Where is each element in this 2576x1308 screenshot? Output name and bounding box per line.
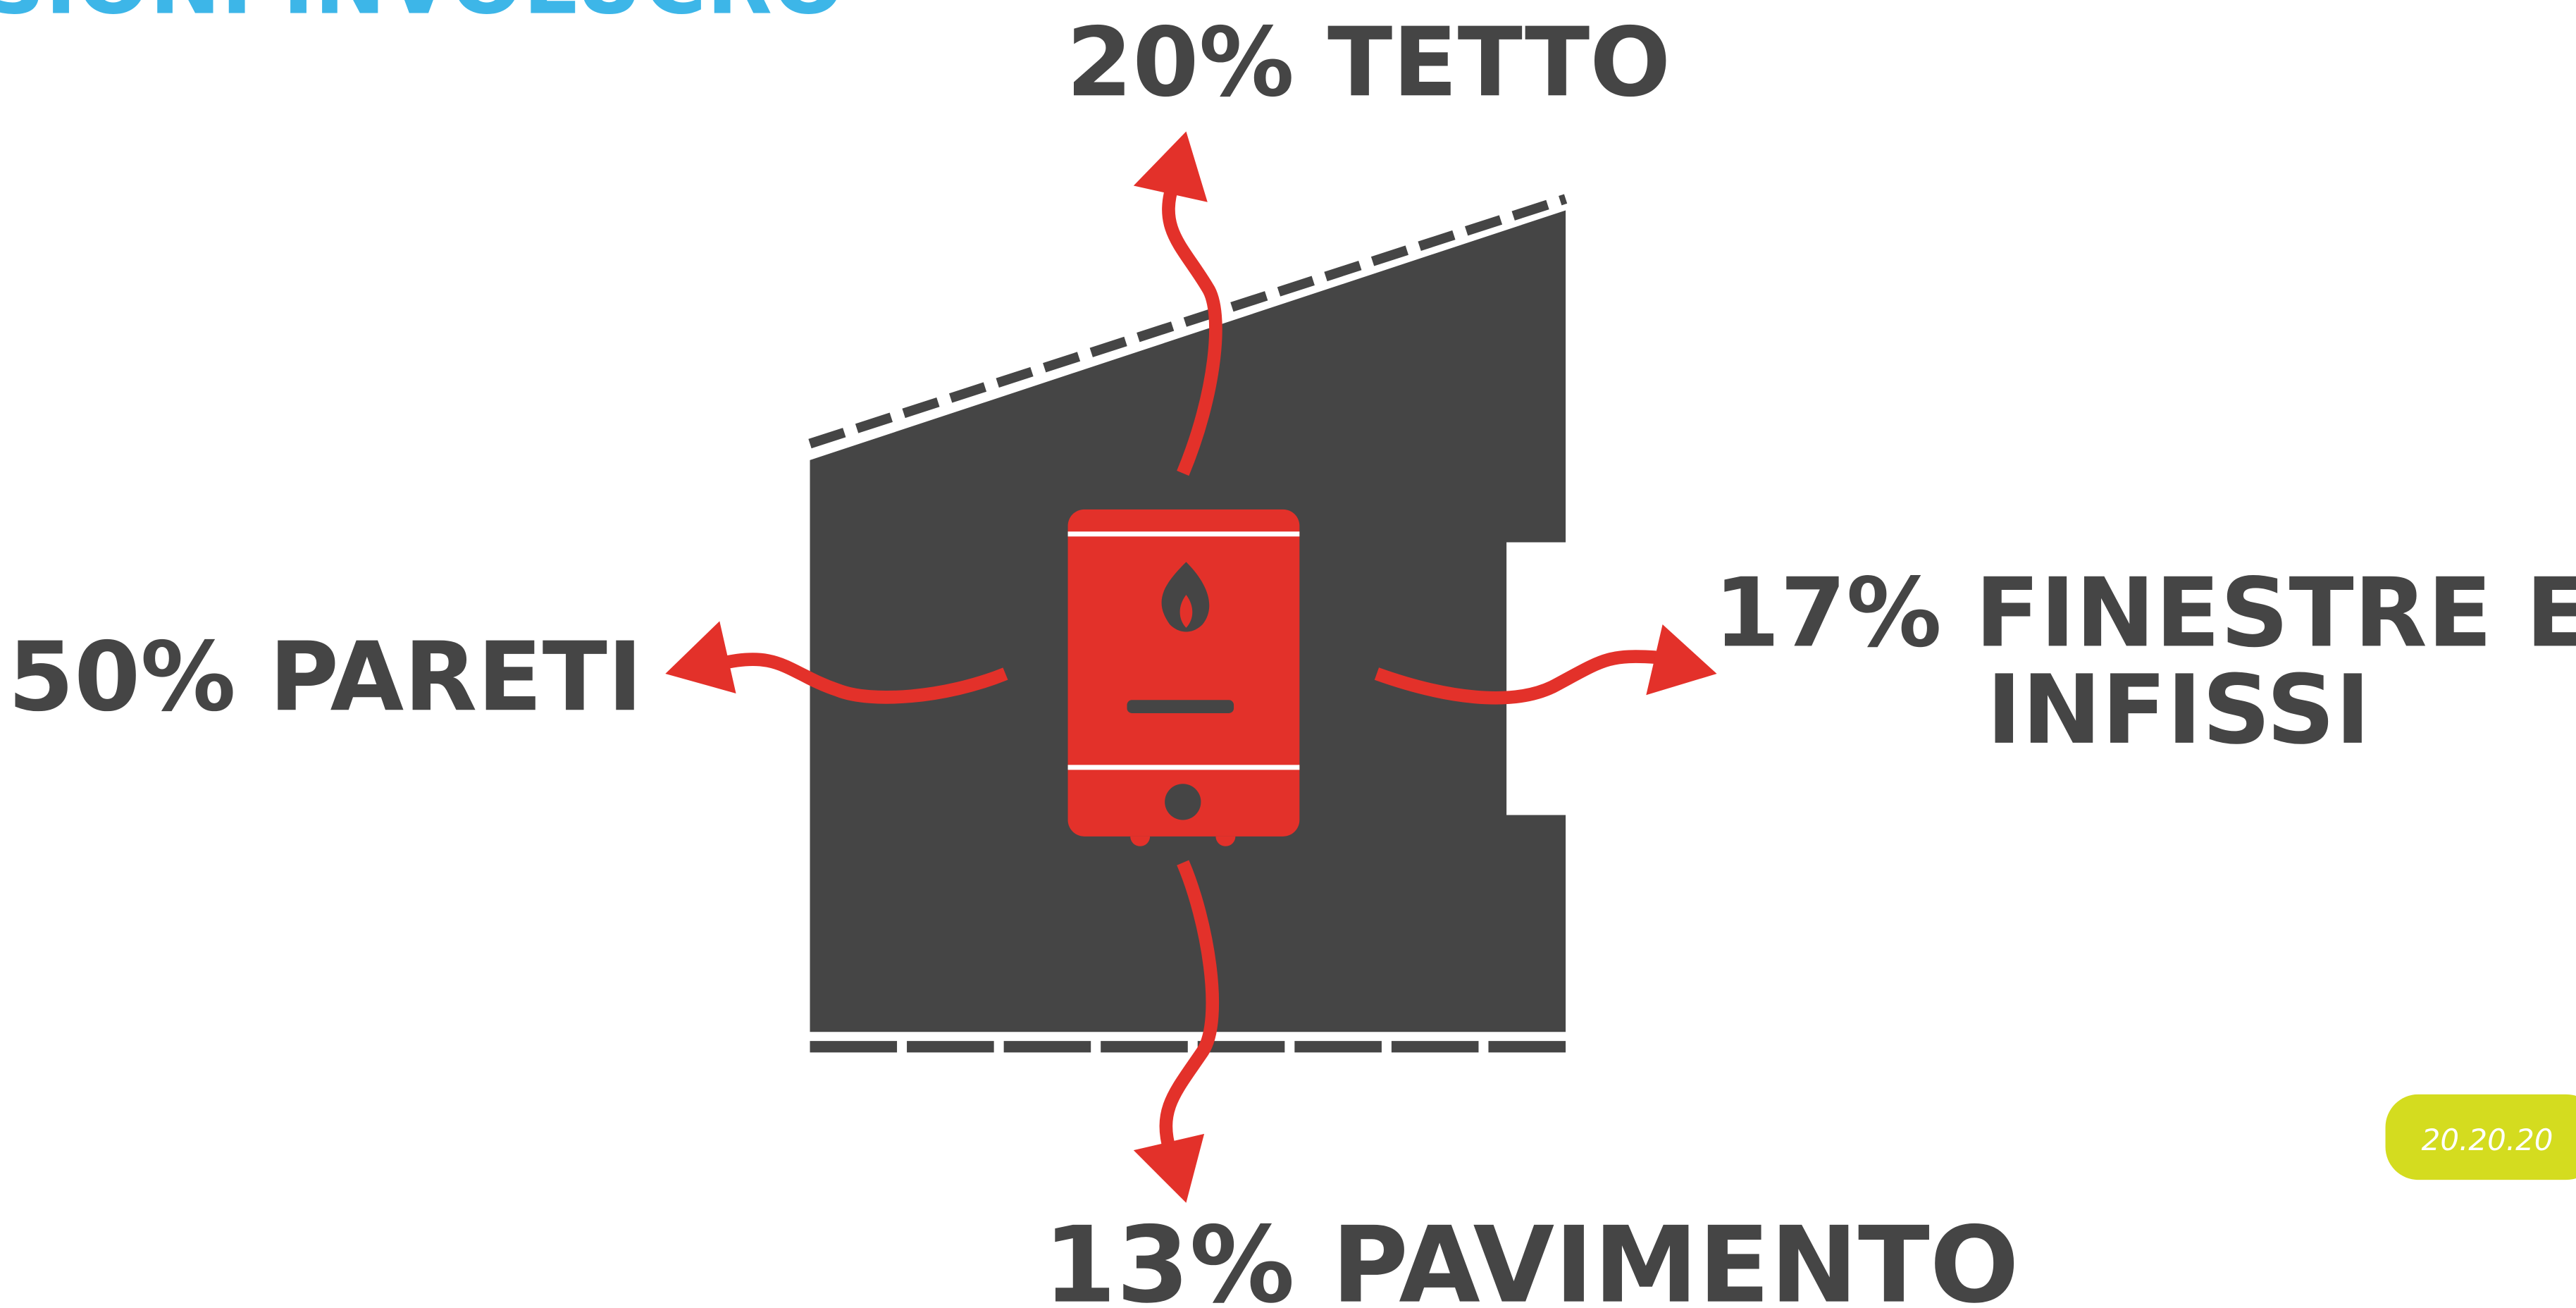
floor-label: 13% PAVIMENTO bbox=[1044, 1204, 2019, 1308]
page: {"title": "SIONI INVOLUCRO", "labels": {… bbox=[0, 0, 2576, 1308]
body: SIONI INVOLUCRO 20% TETTO 50% PARETI 17%… bbox=[0, 0, 2576, 1308]
slide: SIONI INVOLUCRO 20% TETTO 50% PARETI 17%… bbox=[0, 0, 2576, 1308]
windows-label: 17% FINESTRE E bbox=[1714, 557, 2576, 668]
walls-label: 50% PARETI bbox=[8, 621, 643, 732]
boiler bbox=[1068, 510, 1300, 846]
badge-text: 20.20.20 bbox=[2422, 1123, 2553, 1157]
title: SIONI INVOLUCRO bbox=[0, 0, 845, 34]
roof-label: 20% TETTO bbox=[1066, 6, 1671, 118]
windows-label: INFISSI bbox=[1986, 654, 2370, 765]
